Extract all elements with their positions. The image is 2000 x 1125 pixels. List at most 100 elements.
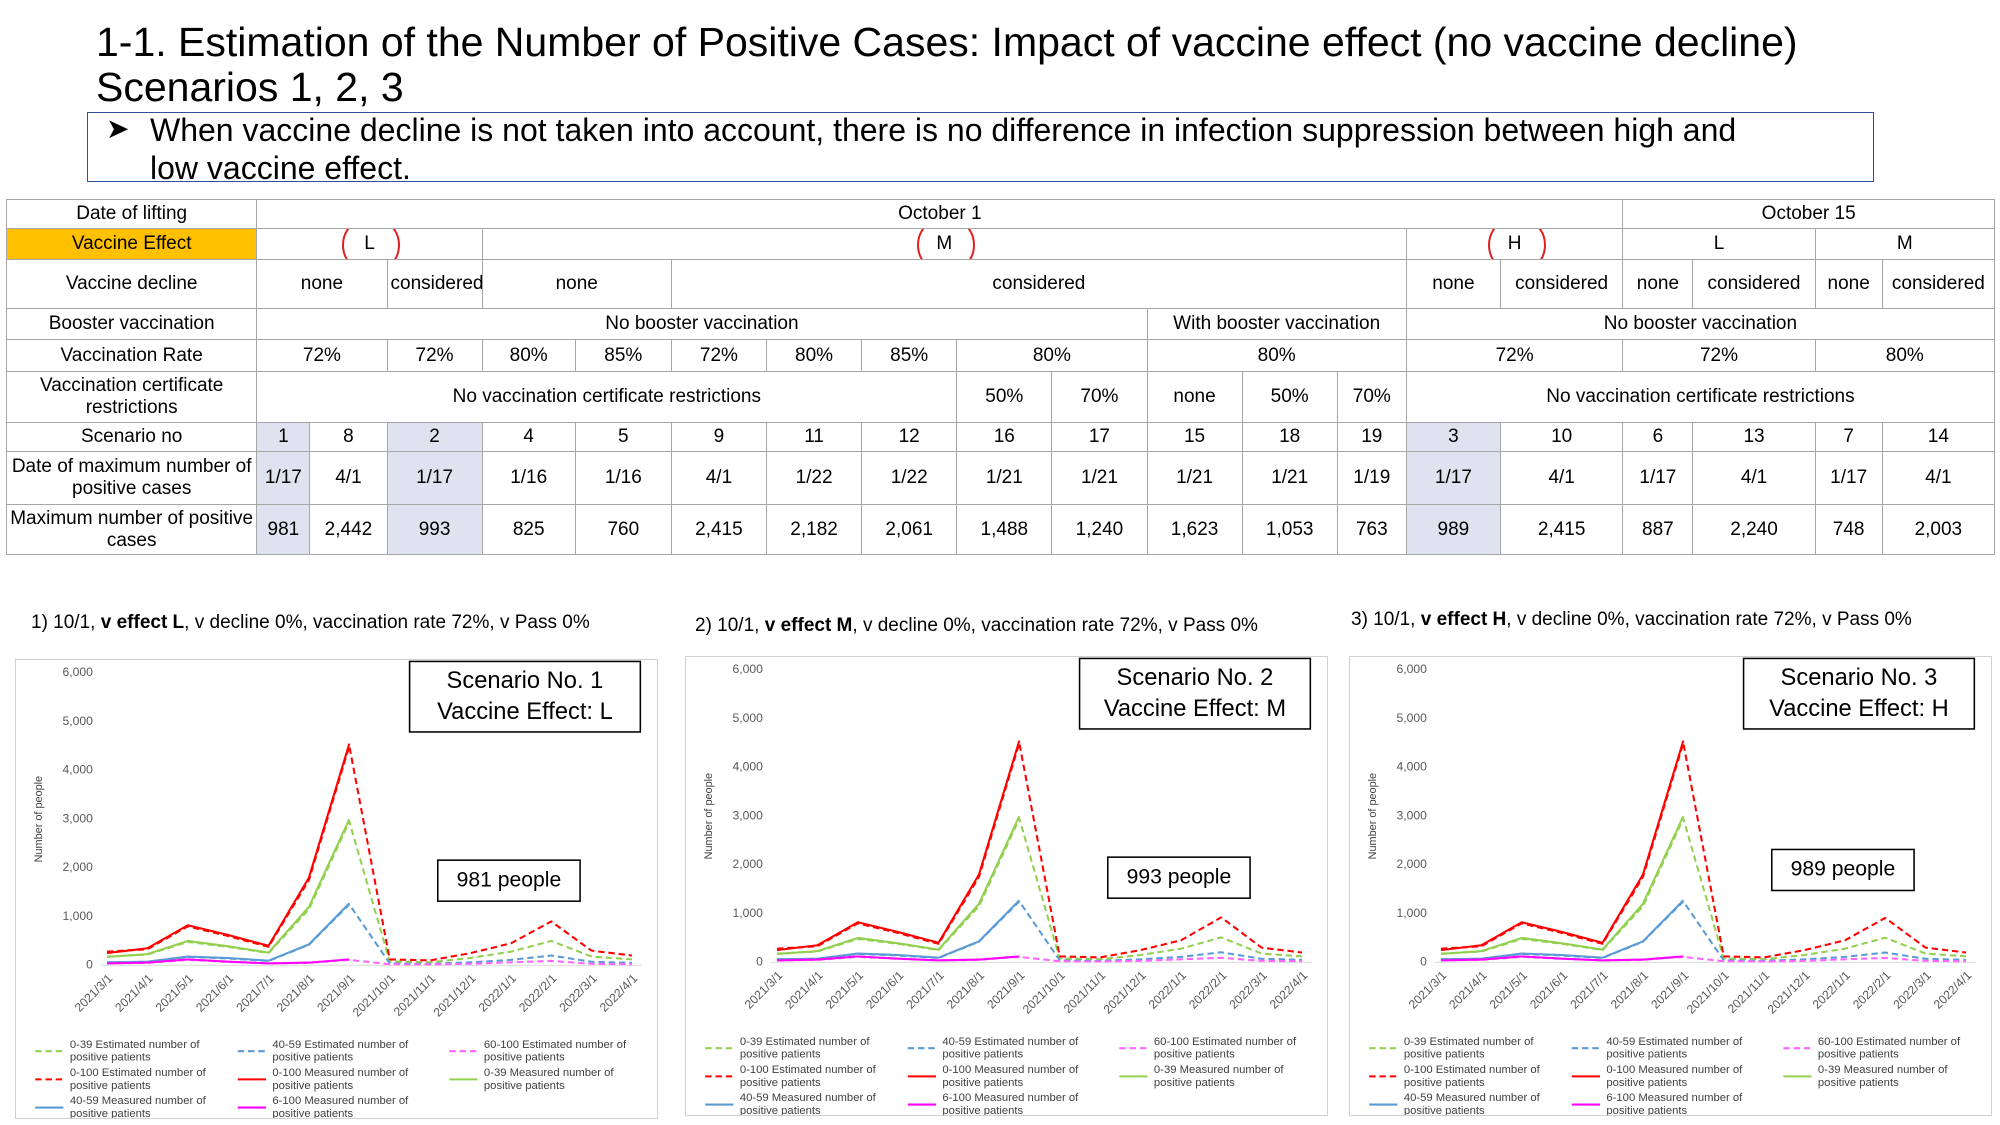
table-cell: 4/1	[1692, 451, 1816, 505]
chart-panel: 0 1,000 2,000 3,000 4,000 5,000 6,000 Number of…	[685, 656, 1328, 1116]
table-cell: considered	[386, 259, 483, 309]
callout-text: 981 people	[457, 868, 562, 891]
table-cell: none	[481, 259, 672, 309]
table-cell: 2,415	[670, 504, 768, 555]
series-line	[1440, 740, 1685, 952]
table-cell: L	[1622, 228, 1816, 260]
row-header: Vaccine decline	[5, 259, 258, 309]
x-tick-label: 2021/5/1	[1487, 968, 1531, 1012]
chart-title: 3) 10/1, v effect H, v decline 0%, vaccin…	[1351, 609, 1912, 631]
table-cell: 4	[481, 422, 576, 452]
legend-label: 0-39 Estimated number of positive patient…	[1404, 1036, 1534, 1061]
series-line	[1441, 955, 1684, 962]
legend-label: 40-59 Estimated number of positive patien…	[272, 1039, 409, 1064]
table-cell: 8	[309, 422, 388, 452]
y-tick-label: 6,000	[1396, 662, 1427, 676]
x-tick-label: 2021/8/1	[274, 971, 318, 1015]
x-tick-label: 2022/1/1	[1810, 968, 1854, 1012]
callout-text: 989 people	[1791, 858, 1896, 881]
chart: 0 1,000 2,000 3,000 4,000 5,000 6,000 Number of…	[33, 660, 642, 1118]
title-part: v effect M	[764, 615, 853, 636]
y-tick-label: 2,000	[732, 857, 763, 871]
x-tick-label: 2021/3/1	[72, 971, 116, 1015]
bullet-line: low vaccine effect.	[150, 150, 411, 186]
legend-label: 40-59 Measured number of positive patient…	[740, 1092, 877, 1115]
legend-label: 60-100 Estimated number of positive patie…	[484, 1039, 627, 1064]
legend-label: 0-39 Estimated number of positive patient…	[740, 1036, 870, 1061]
series-line	[107, 903, 633, 965]
table-cell: 1/21	[1051, 451, 1148, 505]
table-cell: 72%	[256, 339, 388, 372]
x-tick-label: 2022/4/1	[597, 971, 641, 1015]
series-line	[1441, 955, 1967, 963]
legend-label: 40-59 Estimated number of positive patien…	[1606, 1036, 1743, 1061]
series-line	[1441, 900, 1967, 962]
table-cell: 17	[1051, 422, 1148, 452]
table-cell: 72%	[1405, 339, 1624, 372]
row-header: Date of lifting	[5, 199, 258, 229]
x-tick-label: 2021/6/1	[1527, 968, 1571, 1012]
x-tick-label: 2021/7/1	[903, 968, 947, 1012]
legend-label: 0-39 Estimated number of positive patient…	[70, 1039, 200, 1064]
y-tick-label: 0	[756, 954, 763, 968]
x-tick-label: 2021/7/1	[1567, 968, 1611, 1012]
scenario-text: Scenario No. 1	[447, 668, 604, 694]
scenario-box	[1078, 657, 1312, 730]
series-line	[777, 955, 1020, 962]
series-line	[776, 742, 1303, 959]
table-cell: 72%	[386, 339, 483, 372]
table-cell: 12	[861, 422, 958, 452]
scenario-text: Scenario No. 2	[1117, 665, 1274, 691]
scenario-text: Vaccine Effect: L	[437, 699, 613, 725]
scenario-box	[1742, 657, 1976, 730]
x-tick-label: 2021/3/1	[1406, 968, 1450, 1012]
table-cell: 4/1	[309, 451, 388, 505]
table-cell: 5	[574, 422, 672, 452]
x-tick-label: 2022/4/1	[1931, 968, 1975, 1012]
table-cell: 85%	[861, 339, 958, 372]
x-tick-label: 2021/10/1	[350, 971, 398, 1019]
table-cell: 2,061	[861, 504, 958, 555]
table-cell: 4/1	[1881, 451, 1996, 505]
title-part: , v decline 0%, vaccination rate 72%, v …	[1506, 609, 1912, 630]
slide-title: 1-1. Estimation of the Number of Positiv…	[96, 20, 1798, 110]
table-cell: none	[1146, 371, 1243, 423]
legend-label: 0-39 Measured number of positive patients	[1154, 1064, 1284, 1089]
y-tick-label: 4,000	[1396, 760, 1427, 774]
table-cell: 1/17	[1814, 451, 1883, 505]
table-cell: 1/21	[956, 451, 1053, 505]
table-cell: 993	[386, 504, 483, 555]
table-cell: 1/16	[574, 451, 672, 505]
x-tick-label: 2021/6/1	[863, 968, 907, 1012]
x-tick-label: 2021/7/1	[233, 971, 277, 1015]
table-cell: 1/17	[386, 451, 483, 505]
table-cell: considered	[1499, 259, 1624, 309]
title-part: , v decline 0%, vaccination rate 72%, v …	[852, 615, 1258, 636]
legend-label: 0-39 Measured number of positive patients	[484, 1067, 614, 1092]
y-tick-label: 0	[1420, 954, 1427, 968]
table-cell: H	[1405, 228, 1624, 260]
table-cell: 18	[1241, 422, 1338, 452]
table-cell: 1/17	[1622, 451, 1694, 505]
x-tick-label: 2021/4/1	[782, 968, 826, 1012]
series-line	[106, 743, 351, 955]
scenario-box	[408, 660, 642, 733]
table-cell: 1/22	[861, 451, 958, 505]
title-part: 2) 10/1,	[695, 615, 760, 636]
table-cell: 1,053	[1241, 504, 1338, 555]
table-cell: 16	[956, 422, 1053, 452]
x-tick-label: 2021/12/1	[1101, 968, 1149, 1016]
table-row: Date of maximum number of positive cases…	[5, 451, 1996, 505]
table-cell: considered	[1692, 259, 1816, 309]
table-cell: No vaccination certificate restrictions	[256, 371, 958, 423]
y-tick-label: 5,000	[1396, 711, 1427, 725]
table-cell: considered	[670, 259, 1407, 309]
table-cell: 80%	[765, 339, 863, 372]
row-header: Date of maximum number of positive cases	[5, 451, 258, 505]
x-tick-label: 2021/12/1	[431, 971, 479, 1019]
x-tick-label: 2022/1/1	[476, 971, 520, 1015]
callout-box	[1771, 848, 1915, 892]
legend-label: 40-59 Measured number of positive patient…	[70, 1095, 207, 1118]
table-cell: With booster vaccination	[1146, 308, 1407, 340]
